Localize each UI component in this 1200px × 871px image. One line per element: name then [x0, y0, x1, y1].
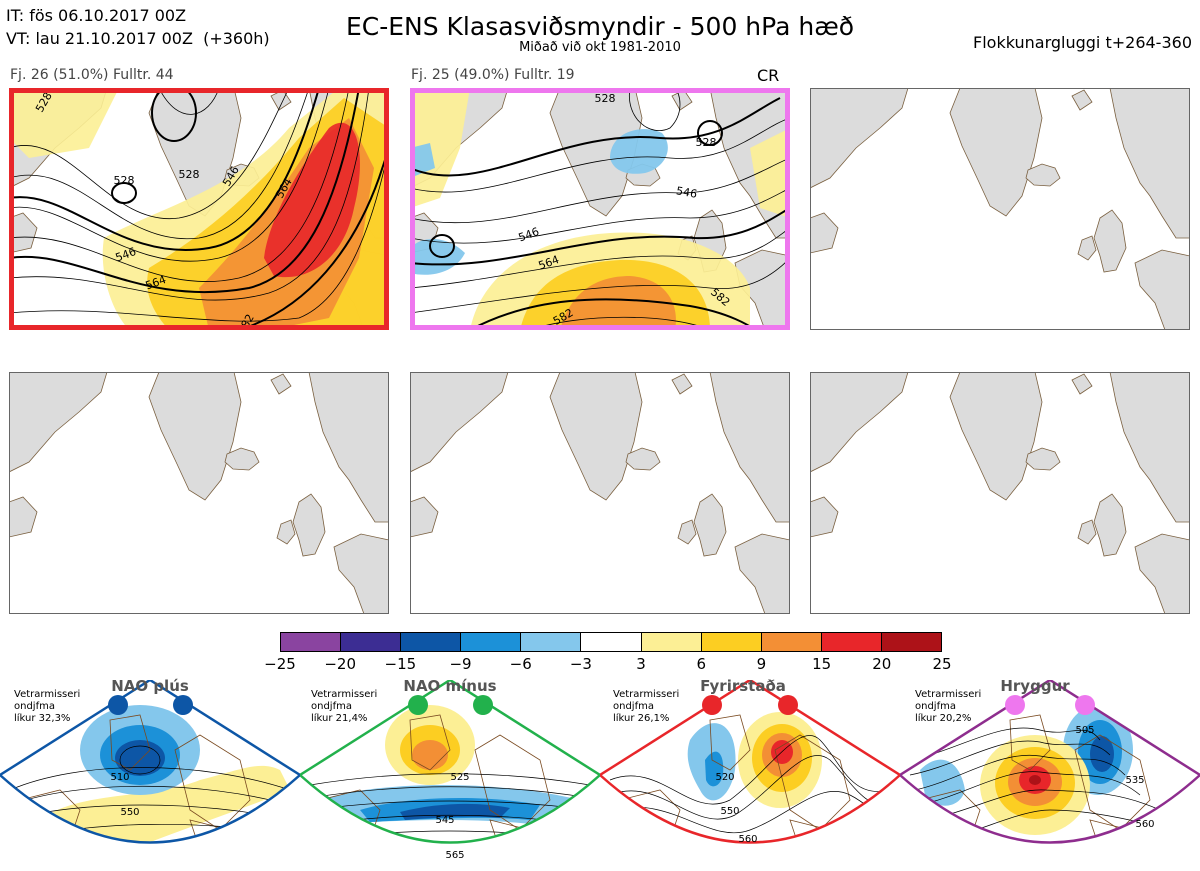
regime-blocking-probability: Vetrarmisseri ondjfma líkur 26,1%	[613, 689, 680, 724]
regime-blocking-map: 520 550 560	[600, 680, 900, 845]
contour-label: 546	[675, 184, 698, 200]
init-time: IT: fös 06.10.2017 00Z	[6, 6, 187, 25]
colorbar-tick-label: −6	[509, 655, 532, 673]
empty-map-3	[810, 88, 1190, 330]
cluster-2-label: Fj. 25 (49.0%) Fulltr. 19	[411, 67, 575, 83]
valid-time: VT: lau 21.10.2017 00Z (+360h)	[6, 29, 270, 48]
contour-label: 545	[435, 815, 454, 826]
colorbar-tick-label: 9	[756, 655, 767, 673]
contour-label: 550	[120, 807, 139, 818]
colorbar-tick-label: −20	[324, 655, 356, 673]
regime-ridge-map: 505 535 560	[900, 680, 1200, 844]
regime-nao-plus-map: 510 550	[0, 680, 300, 844]
empty-map-5	[410, 372, 790, 614]
regime-blocking-title: Fyrirstaða	[700, 677, 786, 695]
colorbar-tick-label: 6	[696, 655, 707, 673]
colorbar-tick-label: −25	[264, 655, 296, 673]
page-title: EC-ENS Klasasviðsmyndir - 500 hPa hæð	[345, 12, 855, 41]
regime-nao-minus-map: 525 545 565	[300, 680, 600, 861]
colorbar-segment	[401, 633, 462, 651]
colorbar-segment	[521, 633, 582, 651]
regime-nao-plus-probability: Vetrarmisseri ondjfma líkur 32,3%	[14, 689, 81, 724]
colorbar-tick-label: −9	[449, 655, 472, 673]
empty-map-6	[810, 372, 1190, 614]
contour-label: 525	[450, 772, 469, 783]
cluster-1-map: 528 528 546 546 564 564 582 528	[9, 88, 389, 330]
cluster-2-map: 528 528 546 546 564 582 582	[410, 88, 790, 330]
contour-label: 535	[1125, 775, 1144, 786]
colorbar-tick-label: −15	[384, 655, 417, 673]
regime-nao-minus-title: NAO mínus	[403, 677, 497, 695]
cluster-1-label: Fj. 26 (51.0%) Fulltr. 44	[10, 67, 174, 83]
colorbar-segment	[881, 633, 942, 651]
contour-label: 520	[715, 772, 734, 783]
colorbar-tick-label: 25	[932, 655, 952, 673]
contour-label: 565	[445, 850, 464, 861]
regime-nao-minus-probability: Vetrarmisseri ondjfma líkur 21,4%	[311, 689, 378, 724]
colorbar-tick-label: 15	[812, 655, 832, 673]
contour-label: 505	[1075, 725, 1094, 736]
colorbar-segment	[701, 633, 762, 651]
contour-label: 528	[114, 174, 135, 187]
contour-label: 510	[110, 772, 129, 783]
colorbar-tick-label: −3	[569, 655, 592, 673]
colorbar-segment	[281, 633, 342, 651]
colorbar-segment	[821, 633, 882, 651]
clustering-window: Flokkunargluggi t+264-360	[973, 33, 1192, 52]
contour-label: 550	[720, 806, 739, 817]
colorbar-segment	[641, 633, 702, 651]
anomaly-colorbar	[280, 632, 942, 652]
contour-label: 560	[738, 834, 757, 845]
cluster-2-tag: CR	[757, 66, 780, 85]
colorbar-segment	[761, 633, 822, 651]
contour-label: 528	[179, 168, 200, 181]
contour-label: 560	[1135, 819, 1154, 830]
regime-nao-plus-title: NAO plús	[111, 677, 189, 695]
colorbar-tick-label: 20	[872, 655, 892, 673]
colorbar-tick-label: 3	[636, 655, 646, 673]
regime-ridge-title: Hryggur	[1000, 677, 1070, 695]
colorbar-segment	[581, 633, 642, 651]
regime-ridge-probability: Vetrarmisseri ondjfma líkur 20,2%	[915, 689, 982, 724]
colorbar-segment	[461, 633, 522, 651]
colorbar-segment	[341, 633, 402, 651]
contour-label: 528	[595, 92, 616, 105]
empty-map-4	[9, 372, 389, 614]
contour-label: 528	[696, 136, 717, 149]
climatology-note: Miðað við okt 1981-2010	[519, 40, 681, 55]
